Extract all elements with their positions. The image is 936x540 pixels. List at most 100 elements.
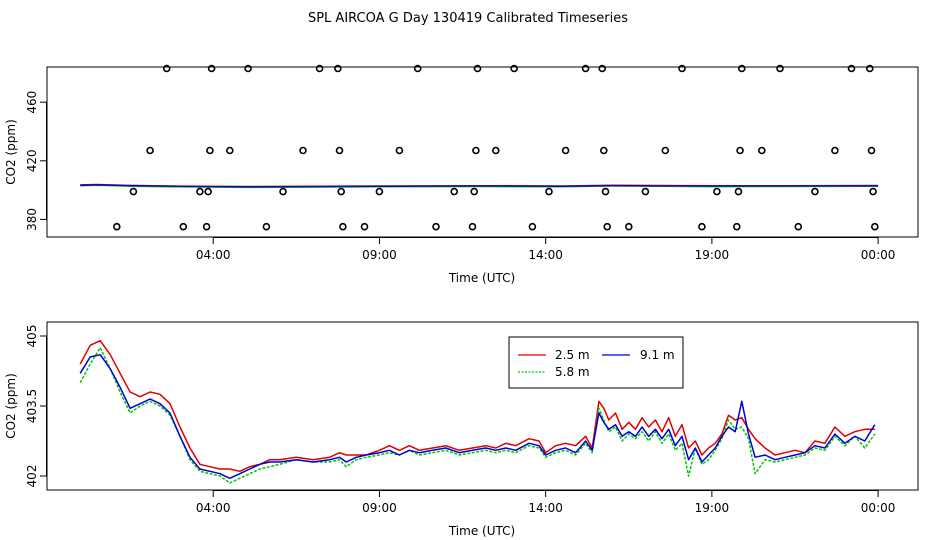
marker-point (226, 146, 234, 155)
bottom-x-tick-label: 19:00 (695, 501, 730, 515)
top-panel: 04:00 09:00 14:00 19:00 00:00 380 420 460 Time… (4, 64, 919, 285)
marker-point (847, 64, 856, 73)
marker-point (315, 64, 324, 73)
marker-point (603, 222, 612, 231)
marker-point (299, 146, 307, 155)
marker-point (244, 64, 252, 73)
marker-point (599, 146, 608, 155)
marker-point (831, 146, 839, 155)
marker-point (432, 222, 440, 231)
top-x-tick-label: 00:00 (861, 248, 896, 262)
top-x-tick-label: 09:00 (362, 248, 397, 262)
bottom-x-tick-label: 00:00 (861, 501, 896, 515)
series-line-2.5m (79, 339, 875, 473)
top-y-tick-label: 380 (25, 208, 39, 231)
legend: 2.5 m 9.1 m 5.8 m (508, 336, 684, 389)
marker-point (204, 187, 212, 196)
top-y-axis: 380 420 460 (25, 91, 47, 231)
marker-point (598, 64, 607, 73)
marker-point (206, 146, 214, 155)
marker-point (196, 187, 204, 196)
marker-point (510, 64, 518, 73)
marker-point (641, 187, 650, 196)
bottom-panel: 04:00 09:00 14:00 19:00 00:00 402 403.5 405 Ti… (4, 321, 919, 538)
bottom-panel-frame (46, 321, 919, 491)
bottom-x-axis: 04:00 09:00 14:00 19:00 00:00 (196, 490, 895, 515)
series-line-5.8m (79, 346, 876, 484)
marker-point (470, 187, 479, 196)
marker-point (279, 187, 287, 196)
marker-point (734, 187, 743, 196)
marker-point (624, 222, 633, 231)
marker-point (713, 187, 721, 196)
legend-label-2.5m: 2.5 m (555, 348, 590, 362)
bottom-x-tick-label: 09:00 (362, 501, 397, 515)
marker-point (794, 222, 803, 231)
top-x-axis: 04:00 09:00 14:00 19:00 00:00 (196, 237, 895, 262)
top-panel-frame (46, 66, 919, 238)
marker-point (262, 222, 271, 231)
marker-point (450, 187, 459, 196)
top-series-9.1m (80, 184, 879, 188)
marker-point (472, 146, 480, 155)
chart-title: SPL AIRCOA G Day 130419 Calibrated Times… (308, 11, 628, 26)
marker-point (491, 146, 500, 155)
bottom-y-axis: 402 403.5 405 (25, 325, 47, 488)
marker-point (736, 146, 744, 155)
marker-point (870, 222, 879, 231)
marker-point (732, 222, 741, 231)
bottom-x-tick-label: 14:00 (528, 501, 563, 515)
marker-point (473, 64, 482, 73)
marker-point (869, 187, 877, 196)
marker-point (468, 222, 477, 231)
bottom-y-axis-label: CO2 (ppm) (4, 373, 18, 439)
marker-point (545, 187, 553, 196)
legend-label-9.1m: 9.1 m (640, 348, 675, 362)
legend-box (508, 336, 684, 389)
bottom-y-tick-label: 403.5 (25, 389, 39, 423)
top-y-axis-label: CO2 (ppm) (4, 119, 18, 185)
marker-point (337, 187, 346, 196)
marker-point (162, 64, 171, 73)
bottom-series-lines (79, 339, 876, 484)
top-y-tick-label: 460 (25, 91, 39, 114)
marker-point (375, 187, 384, 196)
marker-point (528, 222, 537, 231)
top-markers (113, 64, 879, 231)
top-x-axis-label: Time (UTC) (448, 271, 515, 285)
top-y-tick-label: 420 (25, 149, 39, 172)
marker-point (661, 146, 670, 155)
top-series-lines (80, 183, 879, 189)
bottom-y-tick-label: 402 (25, 465, 39, 488)
marker-point (207, 64, 216, 73)
marker-point (601, 187, 610, 196)
bottom-x-tick-label: 04:00 (196, 501, 231, 515)
marker-point (395, 146, 404, 155)
marker-point (339, 222, 347, 231)
marker-point (678, 64, 686, 73)
series-line-9.1m (79, 353, 876, 480)
marker-point (360, 222, 369, 231)
marker-point (776, 64, 784, 73)
bottom-y-tick-label: 405 (25, 325, 39, 348)
marker-point (334, 64, 342, 73)
top-x-tick-label: 04:00 (196, 248, 231, 262)
marker-point (335, 146, 344, 155)
marker-point (129, 187, 138, 196)
marker-point (867, 146, 876, 155)
marker-point (113, 222, 121, 231)
marker-point (561, 146, 570, 155)
marker-point (581, 64, 590, 73)
bottom-x-axis-label: Time (UTC) (448, 524, 515, 538)
top-x-tick-label: 14:00 (528, 248, 563, 262)
marker-point (146, 146, 154, 155)
marker-point (737, 64, 746, 73)
marker-point (179, 222, 188, 231)
top-x-tick-label: 19:00 (695, 248, 730, 262)
marker-point (413, 64, 422, 73)
marker-point (865, 64, 874, 73)
marker-point (757, 146, 766, 155)
marker-point (698, 222, 706, 231)
marker-point (202, 222, 211, 231)
